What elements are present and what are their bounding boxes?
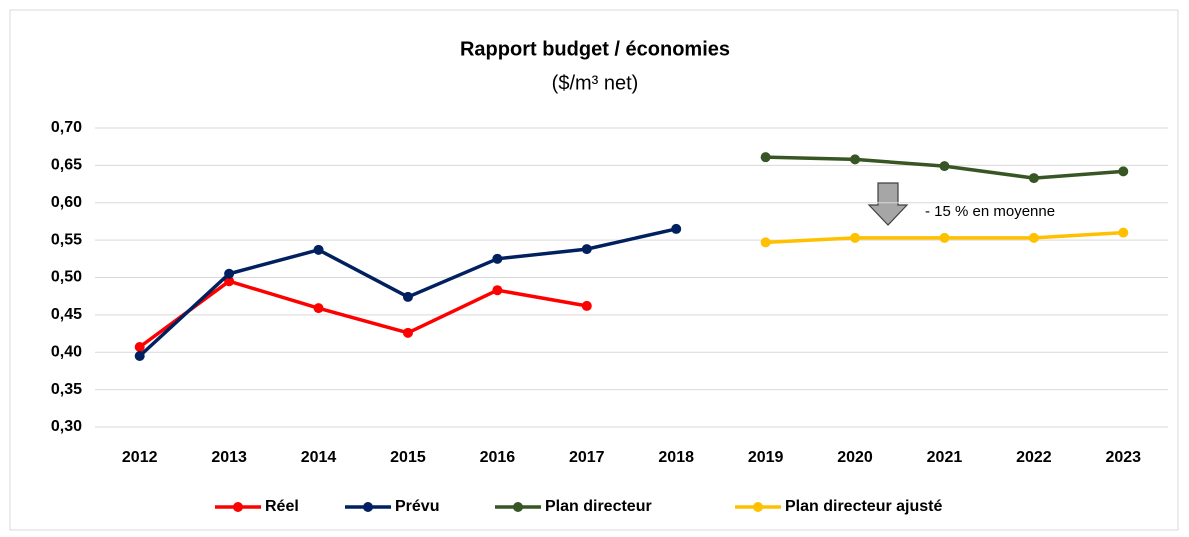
y-tick-label: 0,60: [51, 194, 82, 211]
legend-marker: [513, 502, 523, 512]
point: [1028, 232, 1039, 243]
x-tick-label: 2018: [658, 449, 694, 466]
x-tick-label: 2020: [837, 449, 873, 466]
x-tick-label: 2014: [301, 449, 337, 466]
point: [402, 291, 413, 302]
x-tick-label: 2022: [1016, 449, 1052, 466]
legend-label: Réel: [265, 498, 299, 515]
y-tick-label: 0,70: [51, 119, 82, 136]
x-tick-label: 2016: [480, 449, 516, 466]
y-tick-label: 0,55: [51, 231, 82, 248]
annotation: - 15 % en moyenne: [925, 203, 1055, 220]
point: [224, 276, 235, 287]
point: [939, 232, 950, 243]
legend-label: Prévu: [395, 498, 439, 515]
point: [581, 244, 592, 255]
point: [850, 154, 861, 165]
y-tick-label: 0,45: [51, 306, 82, 323]
y-tick-label: 0,35: [51, 381, 82, 398]
arrow: [867, 182, 909, 226]
point: [939, 161, 950, 172]
x-tick-label: 2021: [927, 449, 963, 466]
x-tick-label: 2017: [569, 449, 605, 466]
point: [492, 253, 503, 264]
x-tick-label: 2013: [211, 449, 247, 466]
point: [313, 244, 324, 255]
legend-label: Plan directeur ajusté: [785, 498, 942, 515]
chart-subtitle: ($/m³ net): [552, 72, 639, 94]
y-tick-label: 0,50: [51, 269, 82, 286]
point: [850, 232, 861, 243]
point: [224, 268, 235, 279]
point: [1118, 227, 1129, 238]
point: [492, 285, 503, 296]
y-tick-label: 0,40: [51, 343, 82, 360]
legend-marker: [753, 502, 763, 512]
point: [760, 237, 771, 248]
y-tick-label: 0,30: [51, 418, 82, 435]
point: [402, 327, 413, 338]
point: [1118, 166, 1129, 177]
point: [134, 342, 145, 353]
x-tick-label: 2012: [122, 449, 158, 466]
series-line: [138, 279, 588, 349]
chart-border: [9, 9, 1179, 531]
point: [134, 350, 145, 361]
legend-label: Plan directeur: [545, 498, 652, 515]
legend-marker: [233, 502, 243, 512]
point: [1028, 173, 1039, 184]
point: [313, 303, 324, 314]
x-tick-label: 2019: [748, 449, 784, 466]
y-tick-label: 0,65: [51, 157, 82, 174]
point: [581, 300, 592, 311]
x-tick-label: 2015: [390, 449, 426, 466]
point: [671, 223, 682, 234]
point: [760, 152, 771, 163]
x-tick-label: 2023: [1105, 449, 1141, 466]
chart-title: Rapport budget / économies: [460, 38, 730, 60]
legend-marker: [363, 502, 373, 512]
